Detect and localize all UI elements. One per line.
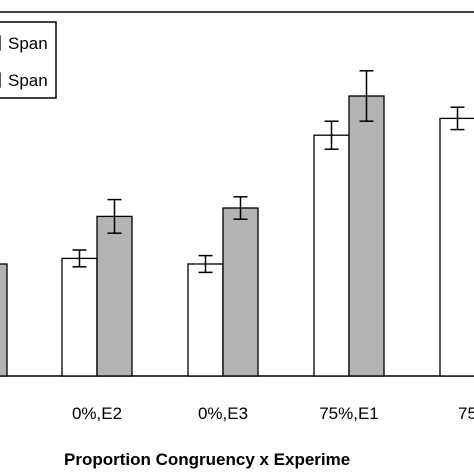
x-tick-label-4: 75%,E1 <box>319 404 379 423</box>
x-tick-label-2: 0%,E2 <box>72 404 122 423</box>
legend-box <box>0 21 57 99</box>
x-tick-label-3: 0%,E3 <box>198 404 248 423</box>
error-bar-series-2-2 <box>107 198 122 234</box>
x-tick-label-5: 75% <box>458 404 474 423</box>
error-bar-series-2-4 <box>359 70 374 122</box>
x-axis-title: Proportion Congruency x Experime <box>64 450 350 469</box>
bar-series-1-2 <box>61 257 98 377</box>
bar-series-1-4 <box>313 134 350 377</box>
legend-label-series-1: Span <box>8 34 48 53</box>
bar-series-1-3 <box>187 263 224 377</box>
error-bar-series-2-3 <box>233 196 248 220</box>
bars-layer <box>0 95 474 377</box>
bar-series-1-5 <box>439 117 474 377</box>
bar-series-2-2 <box>96 215 133 377</box>
bar-series-2-4 <box>348 95 385 377</box>
legend: Span Span <box>0 21 57 99</box>
legend-label-series-2: Span <box>8 71 48 90</box>
error-bar-series-1-4 <box>324 120 339 150</box>
error-bar-series-1-5 <box>450 106 465 131</box>
error-bar-series-1-3 <box>198 254 213 274</box>
bar-series-2-3 <box>222 207 259 377</box>
error-bar-series-1-2 <box>72 249 87 268</box>
bar-series-2-1 <box>0 263 8 377</box>
error-bars-layer <box>72 70 465 274</box>
